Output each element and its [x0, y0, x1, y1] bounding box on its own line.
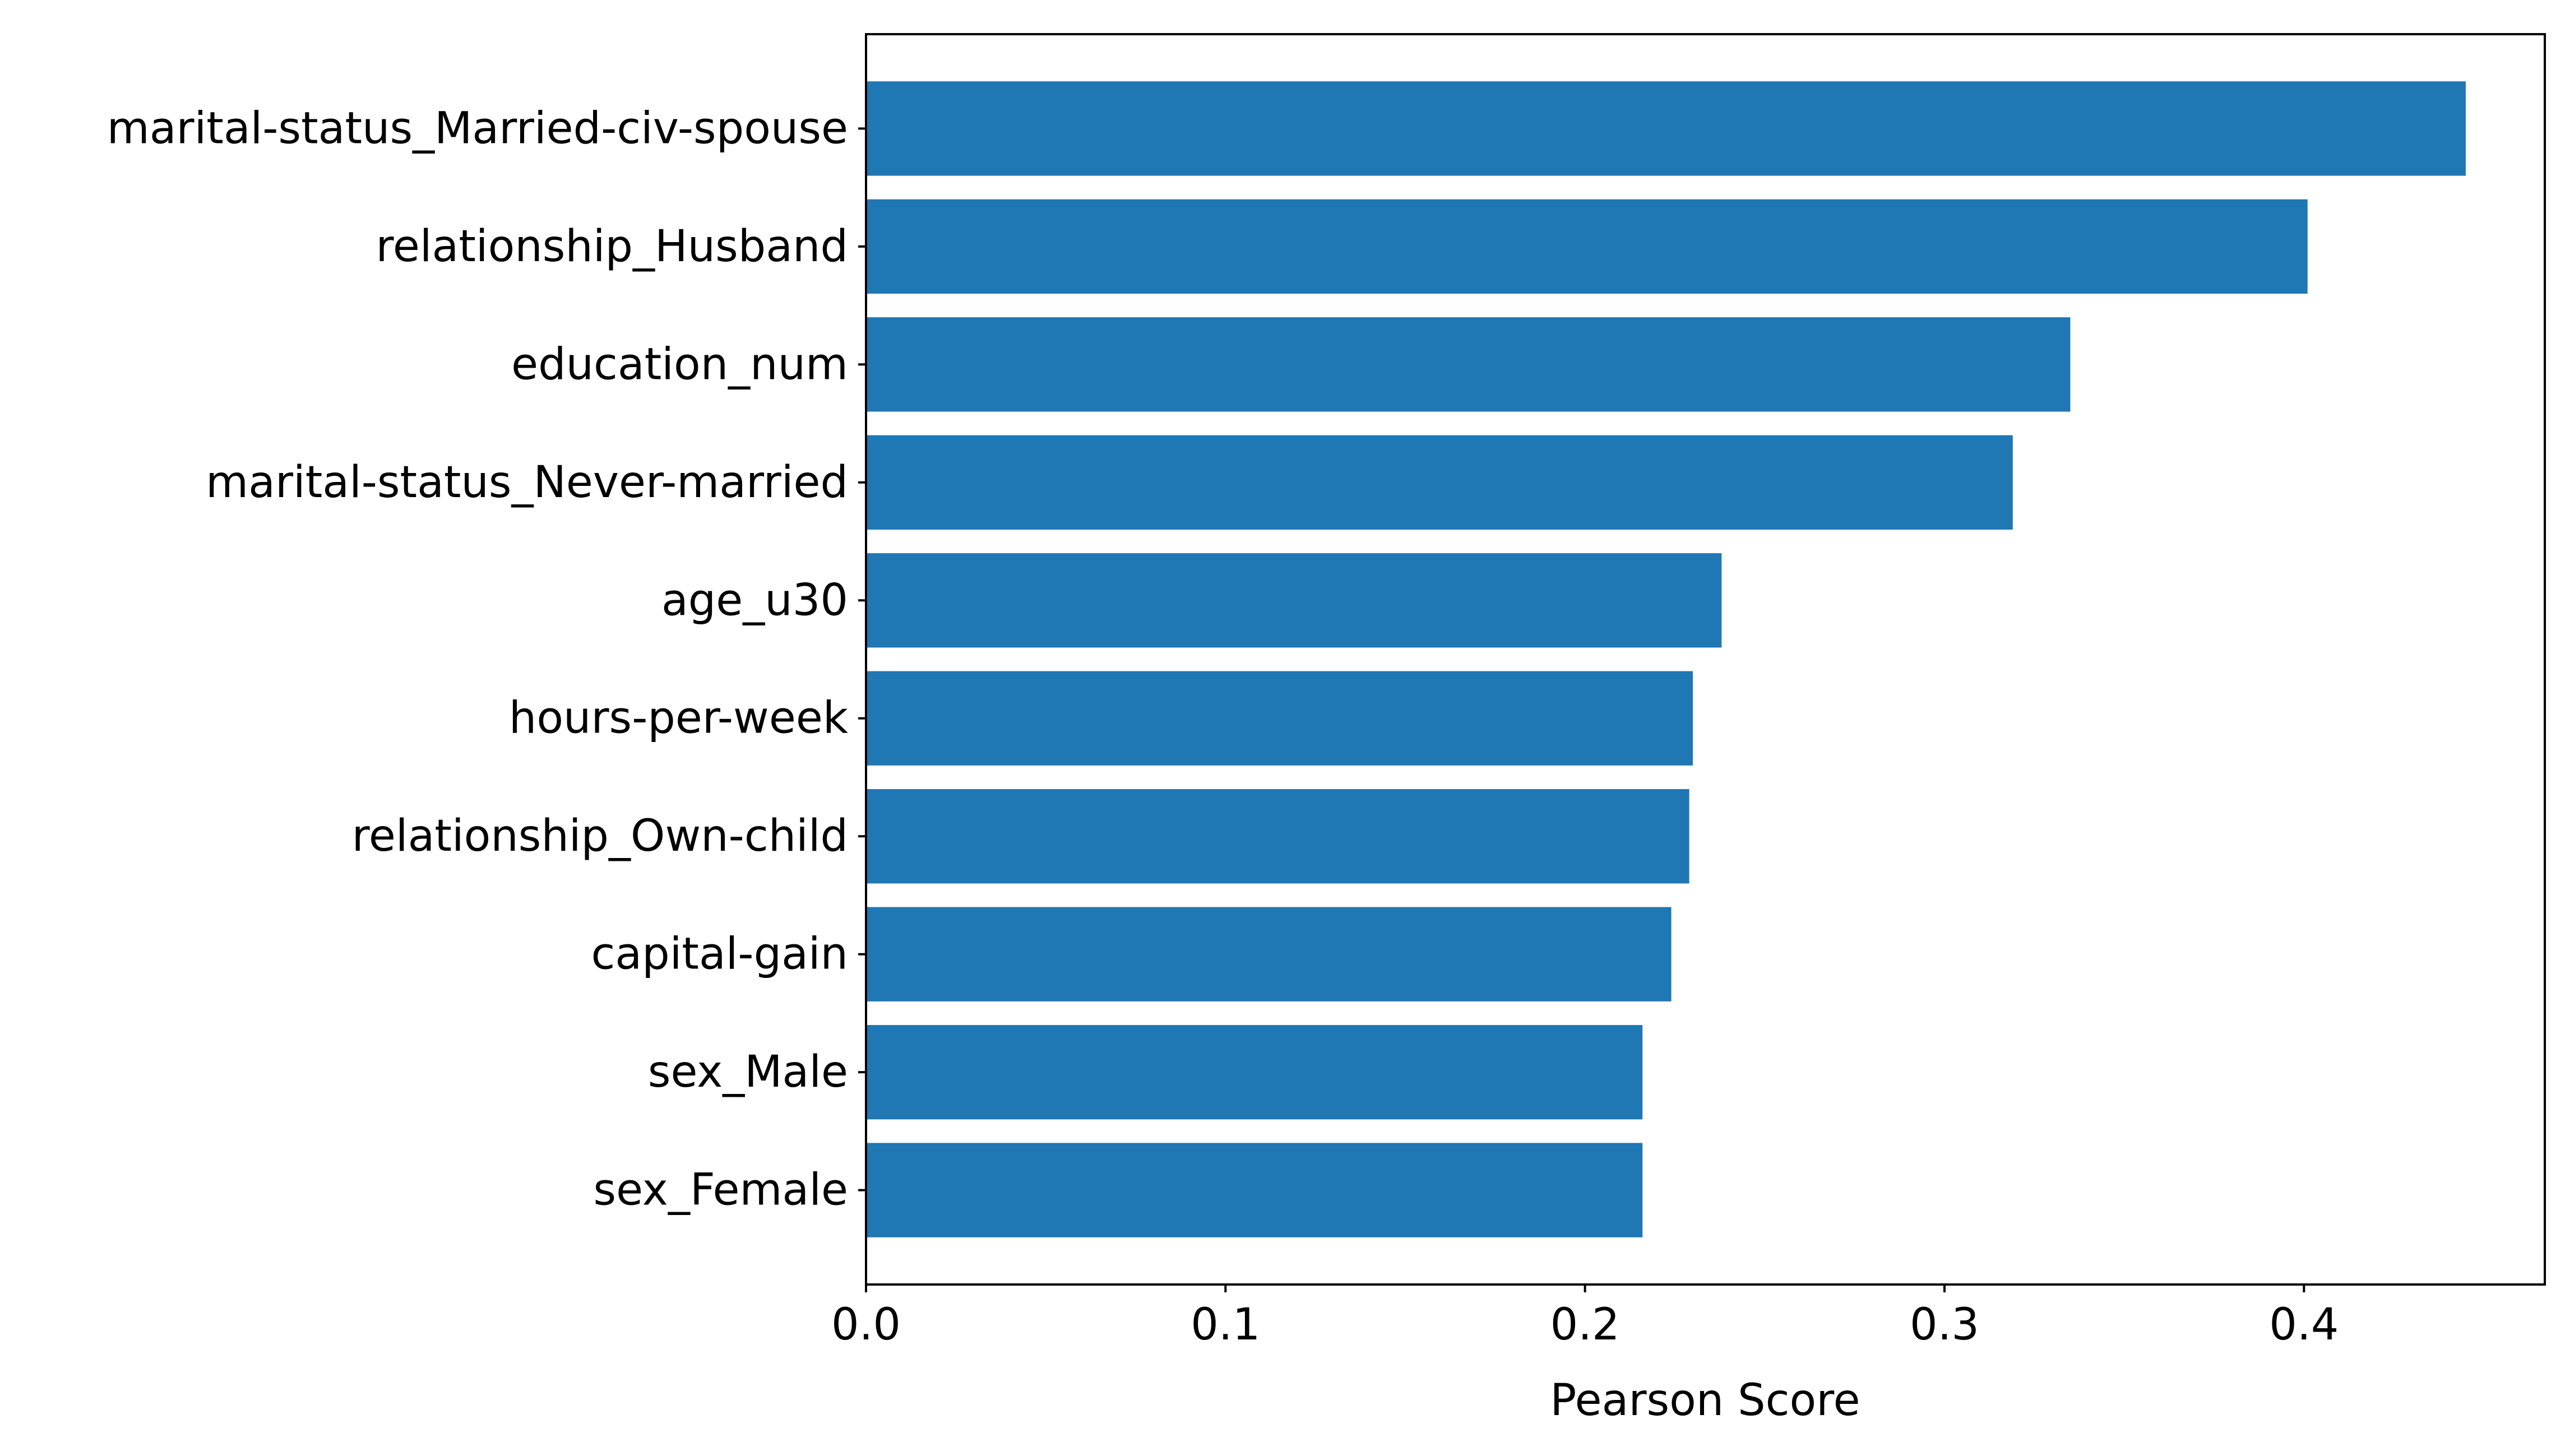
- y-tick-label: marital-status_Married-civ-spouse: [107, 103, 848, 154]
- bar: [866, 553, 1722, 648]
- bar: [866, 199, 2308, 294]
- bar: [866, 907, 1672, 1001]
- y-tick-label: sex_Male: [648, 1047, 848, 1097]
- bar: [866, 317, 2071, 412]
- bar: [866, 671, 1693, 766]
- y-tick-label: sex_Female: [594, 1165, 848, 1216]
- x-tick-label: 0.3: [1910, 1300, 1979, 1350]
- y-tick-label: capital-gain: [591, 929, 848, 980]
- x-tick-label: 0.4: [2269, 1300, 2339, 1350]
- y-tick-label: age_u30: [661, 575, 848, 625]
- y-tick-label: relationship_Husband: [376, 221, 848, 272]
- y-tick-label: relationship_Own-child: [352, 811, 848, 861]
- y-tick-label: marital-status_Never-married: [206, 457, 848, 508]
- x-ticks: 0.0 0.1 0.2 0.3 0.4: [831, 1285, 2339, 1350]
- x-axis-label: Pearson Score: [1550, 1375, 1860, 1426]
- bar: [866, 435, 2013, 530]
- bar: [866, 1024, 1643, 1120]
- bar: [866, 81, 2466, 176]
- y-tick-label: hours-per-week: [509, 693, 848, 744]
- bar: [866, 789, 1689, 884]
- y-tick-labels: marital-status_Married-civ-spouserelatio…: [107, 103, 866, 1216]
- x-tick-label: 0.2: [1550, 1300, 1620, 1350]
- x-tick-label: 0.0: [831, 1300, 901, 1350]
- bar: [866, 1143, 1643, 1237]
- y-tick-label: education_num: [511, 339, 848, 389]
- bars-layer: [866, 81, 2466, 1237]
- x-tick-label: 0.1: [1191, 1300, 1260, 1350]
- plot-frame: [865, 33, 2546, 1286]
